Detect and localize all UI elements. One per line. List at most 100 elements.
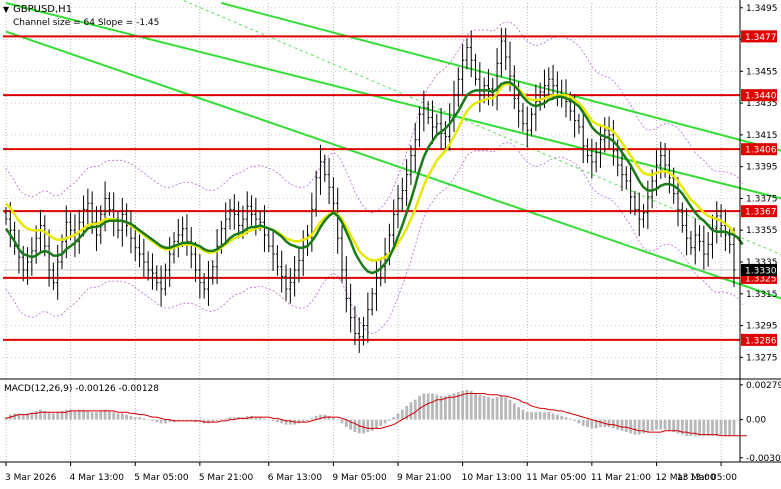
price-bar xyxy=(47,229,51,287)
price-bar xyxy=(603,117,607,153)
macd-histogram-bar xyxy=(680,419,684,435)
macd-histogram-bar xyxy=(258,417,262,420)
macd-histogram-bar xyxy=(245,415,249,420)
price-bar xyxy=(176,218,180,258)
price-bar xyxy=(125,203,129,237)
macd-histogram-bar xyxy=(47,412,51,420)
macd-histogram-bar xyxy=(366,419,370,433)
price-bar xyxy=(94,206,98,252)
price-bar xyxy=(250,195,254,226)
macd-histogram-bar xyxy=(103,409,107,420)
price-bar xyxy=(43,215,47,257)
macd-histogram-bar xyxy=(357,419,361,434)
price-bar xyxy=(241,205,245,239)
macd-histogram-bar xyxy=(702,419,706,436)
price-bar xyxy=(198,254,202,299)
macd-histogram-bar xyxy=(146,419,150,421)
macd-signal-line xyxy=(5,393,747,437)
macd-histogram-bar xyxy=(443,395,447,420)
macd-histogram-bar xyxy=(590,419,594,429)
macd-histogram-bar xyxy=(495,397,499,420)
macd-histogram-bar xyxy=(120,413,124,420)
macd-histogram-bar xyxy=(525,412,529,420)
price-bar xyxy=(607,116,611,149)
price-bar xyxy=(706,231,710,267)
price-tick-label: 1.3275 xyxy=(746,353,778,363)
macd-histogram-bar xyxy=(577,419,581,424)
price-bar xyxy=(194,241,198,283)
price-bar xyxy=(676,176,680,227)
macd-histogram-bar xyxy=(129,415,133,420)
price-bar xyxy=(685,208,689,256)
macd-histogram-bar xyxy=(706,419,710,436)
macd-histogram-bar xyxy=(581,419,585,426)
macd-histogram-bar xyxy=(280,419,284,424)
macd-histogram-bar xyxy=(551,413,555,420)
macd-histogram-bar xyxy=(491,398,495,420)
price-bar xyxy=(400,177,404,212)
price-bar xyxy=(581,109,585,164)
price-bar xyxy=(642,203,646,228)
price-bar xyxy=(211,260,215,285)
time-tick-label: 3 Mar 2026 xyxy=(5,473,57,483)
price-tick-label: 1.3315 xyxy=(746,290,778,300)
macd-histogram-bar xyxy=(181,419,185,421)
price-bar xyxy=(586,138,590,164)
macd-histogram-bar xyxy=(642,419,645,434)
macd-tick-label: 0.00279 xyxy=(746,381,781,391)
level-label-text: 1.3367 xyxy=(745,208,777,218)
price-bar xyxy=(620,148,624,191)
price-bar xyxy=(262,205,266,253)
macd-histogram-bar xyxy=(431,393,434,420)
macd-histogram-bar xyxy=(310,418,314,420)
price-bar xyxy=(275,245,279,276)
price-bar xyxy=(38,209,42,254)
macd-histogram-bar xyxy=(17,413,21,420)
price-bar xyxy=(629,163,633,214)
grid-layer xyxy=(3,3,739,462)
price-bar xyxy=(331,177,335,214)
price-bar xyxy=(344,256,348,313)
macd-histogram-bar xyxy=(620,419,624,431)
time-tick-label: 5 Mar 05:00 xyxy=(134,473,189,483)
time-tick-label: 9 Mar 05:00 xyxy=(332,473,387,483)
price-bar xyxy=(327,157,331,205)
price-bar xyxy=(732,227,736,287)
price-bar xyxy=(185,214,189,256)
price-bar xyxy=(680,202,684,233)
price-bar xyxy=(534,84,538,132)
price-bar xyxy=(698,225,702,252)
price-bar xyxy=(456,67,460,108)
price-bar xyxy=(206,260,210,306)
macd-histogram-bar xyxy=(689,419,693,436)
price-bar xyxy=(637,192,641,237)
macd-histogram-bar xyxy=(116,413,120,420)
price-bar xyxy=(349,283,353,333)
price-bar xyxy=(133,224,137,262)
macd-histogram-bar xyxy=(711,419,714,436)
dropdown-arrow-icon[interactable]: ▼ xyxy=(3,5,10,14)
macd-histogram-bar xyxy=(676,419,680,434)
macd-histogram-bar xyxy=(151,419,154,421)
macd-histogram-bar xyxy=(90,412,94,420)
channel-info: Channel size = 64 Slope = -1.45 xyxy=(13,18,159,28)
price-tick-label: 1.3355 xyxy=(746,226,778,236)
price-bar xyxy=(392,199,396,250)
price-bar xyxy=(293,256,297,297)
macd-histogram-bar xyxy=(637,419,641,435)
macd-histogram-bar xyxy=(344,419,348,428)
macd-histogram-bar xyxy=(478,394,482,420)
price-bar xyxy=(34,225,38,264)
price-bar xyxy=(469,30,473,78)
macd-histogram-bar xyxy=(439,395,443,420)
level-label-box xyxy=(741,30,777,43)
macd-histogram-bar xyxy=(555,414,559,420)
macd-histogram-bar xyxy=(297,419,301,424)
level-label-text: 1.3477 xyxy=(745,33,777,43)
symbol-title: GBPUSD,H1 xyxy=(13,4,72,15)
macd-histogram-bar xyxy=(448,394,452,420)
macd-histogram-bar xyxy=(69,409,73,420)
level-label-text: 1.3325 xyxy=(745,274,777,284)
price-bar xyxy=(504,27,508,71)
